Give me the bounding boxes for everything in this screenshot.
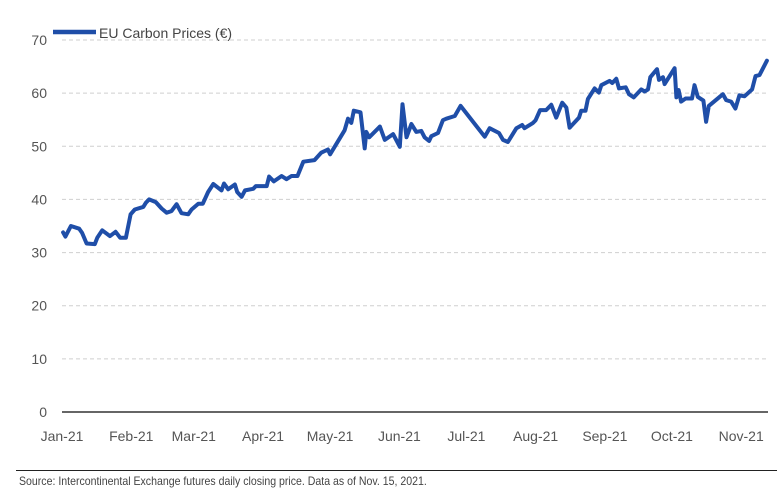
y-tick-label: 60 <box>31 85 47 101</box>
x-tick-label: Jun-21 <box>378 428 421 444</box>
y-axis-ticks: 0 10 20 30 40 50 60 70 <box>31 32 47 420</box>
source-note: Source: Intercontinental Exchange future… <box>19 474 427 488</box>
y-tick-label: 30 <box>31 245 47 261</box>
x-tick-label: Sep-21 <box>582 428 627 444</box>
x-tick-label: Aug-21 <box>513 428 558 444</box>
y-tick-label: 0 <box>39 404 47 420</box>
x-tick-label: Nov-21 <box>719 428 764 444</box>
y-tick-label: 70 <box>31 32 47 48</box>
x-tick-label: Jan-21 <box>41 428 84 444</box>
legend-label: EU Carbon Prices (€) <box>99 25 232 41</box>
footer-divider <box>16 470 777 471</box>
series-line-eu-carbon-prices <box>61 58 769 247</box>
x-tick-label: Apr-21 <box>242 428 284 444</box>
x-axis-ticks: Jan-21 Feb-21 Mar-21 Apr-21 May-21 Jun-21 Jul-… <box>41 428 764 444</box>
legend: EU Carbon Prices (€) <box>53 25 232 41</box>
gridlines <box>62 39 768 360</box>
x-tick-label: May-21 <box>307 428 354 444</box>
line-chart: 0 10 20 30 40 50 60 70 Jan-21 Feb-21 Mar-21 Apr-21… <box>31 25 769 444</box>
y-tick-label: 10 <box>31 351 47 367</box>
y-tick-label: 40 <box>31 191 47 207</box>
x-tick-label: Oct-21 <box>651 428 693 444</box>
x-tick-label: Feb-21 <box>109 428 154 444</box>
y-tick-label: 50 <box>31 138 47 154</box>
x-tick-label: Mar-21 <box>172 428 217 444</box>
x-tick-label: Jul-21 <box>447 428 485 444</box>
y-tick-label: 20 <box>31 298 47 314</box>
series-layer <box>61 58 769 247</box>
